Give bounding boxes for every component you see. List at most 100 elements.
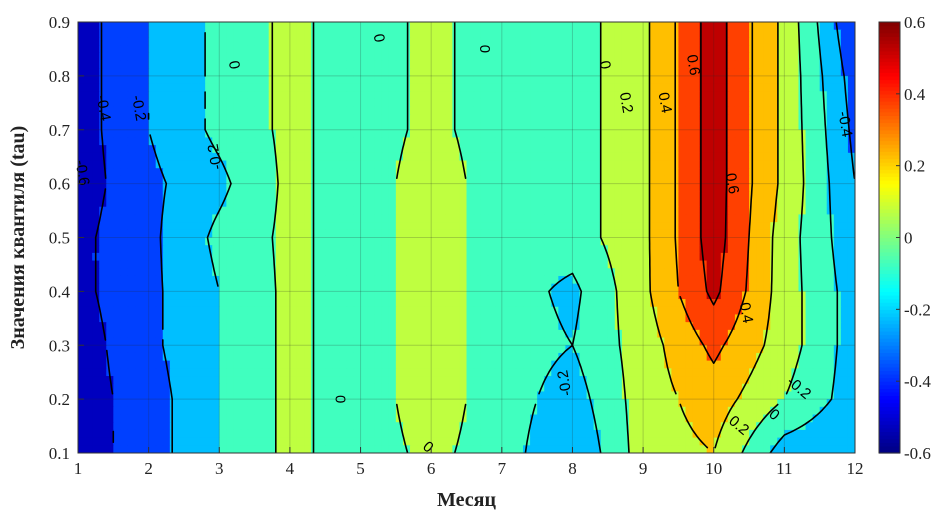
contour-cell: [92, 306, 100, 316]
contour-cell: [134, 175, 143, 185]
contour-cell: [452, 245, 461, 254]
contour-cell: [395, 337, 404, 346]
contour-cell: [692, 206, 701, 216]
contour-cell: [247, 45, 256, 54]
contour-cell: [784, 252, 793, 262]
contour-cell: [643, 37, 651, 46]
contour-cell: [558, 91, 566, 100]
contour-cell: [515, 229, 524, 239]
contour-cell: [424, 52, 432, 62]
contour-cell: [381, 114, 390, 123]
contour-cell: [275, 314, 284, 323]
contour-cell: [85, 360, 93, 369]
contour-cell: [325, 98, 333, 108]
contour-cell: [636, 314, 644, 323]
contour-cell: [367, 199, 376, 208]
contour-cell: [657, 75, 665, 85]
contour-cell: [304, 137, 312, 146]
contour-cell: [558, 329, 566, 339]
contour-cell: [551, 122, 559, 131]
contour-cell: [85, 252, 93, 262]
contour-cell: [459, 237, 468, 246]
contour-cell: [523, 252, 531, 262]
contour-cell: [183, 145, 192, 154]
contour-cell: [353, 183, 362, 192]
contour-cell: [826, 52, 835, 62]
contour-cell: [240, 214, 249, 223]
contour-cell: [699, 299, 708, 308]
contour-cell: [494, 68, 503, 77]
contour-cell: [685, 245, 694, 254]
contour-cell: [487, 29, 496, 38]
contour-cell: [452, 37, 461, 46]
contour-cell: [805, 83, 814, 92]
contour-cell: [205, 60, 213, 69]
contour-cell: [332, 68, 340, 77]
contour-cell: [720, 299, 729, 308]
contour-cell: [304, 229, 312, 239]
contour-cell: [727, 29, 736, 38]
contour-cell: [438, 252, 446, 262]
contour-cell: [134, 222, 143, 231]
contour-cell: [720, 68, 729, 77]
contour-cell: [134, 291, 143, 300]
contour-cell: [523, 98, 531, 108]
contour-cell: [593, 45, 602, 54]
contour-cell: [374, 260, 383, 269]
contour-cell: [339, 22, 348, 31]
contour-cell: [798, 29, 807, 38]
contour-cell: [770, 360, 778, 369]
contour-cell: [205, 322, 213, 331]
contour-cell: [523, 91, 531, 100]
contour-cell: [212, 29, 220, 38]
contour-cell: [459, 29, 468, 38]
contour-cell: [713, 252, 722, 262]
contour-cell: [643, 45, 651, 54]
contour-cell: [763, 114, 771, 123]
contour-cell: [508, 122, 517, 131]
contour-cell: [360, 137, 369, 146]
contour-cell: [593, 275, 602, 285]
contour-cell: [176, 368, 185, 377]
contour-cell: [99, 122, 107, 131]
contour-cell: [749, 214, 757, 223]
contour-cell: [360, 206, 369, 216]
contour-cell: [494, 337, 503, 346]
contour-cell: [614, 206, 623, 216]
contour-cell: [155, 291, 164, 300]
contour-cell: [551, 245, 559, 254]
contour-cell: [296, 114, 305, 123]
contour-cell: [466, 199, 475, 208]
contour-cell: [311, 75, 319, 85]
contour-cell: [812, 152, 821, 162]
contour-cell: [515, 145, 524, 154]
contour-cell: [360, 114, 369, 123]
contour-cell: [607, 52, 616, 62]
contour-cell: [692, 360, 701, 369]
contour-cell: [212, 229, 220, 239]
contour-cell: [607, 306, 616, 316]
contour-cell: [586, 98, 595, 108]
contour-cell: [120, 314, 129, 323]
contour-cell: [847, 199, 855, 208]
contour-cell: [586, 137, 595, 146]
contour-cell: [487, 60, 496, 69]
contour-cell: [134, 299, 143, 308]
contour-cell: [127, 75, 136, 85]
contour-cell: [487, 68, 496, 77]
contour-cell: [508, 191, 517, 200]
contour-cell: [254, 268, 263, 277]
contour-cell: [431, 114, 439, 123]
contour-cell: [452, 60, 461, 69]
contour-cell: [727, 360, 736, 369]
contour-cell: [579, 222, 588, 231]
contour-cell: [113, 52, 121, 62]
contour-cell: [664, 60, 672, 69]
contour-cell: [784, 68, 793, 77]
contour-cell: [240, 75, 249, 85]
contour-cell: [537, 152, 545, 162]
contour-cell: [770, 29, 778, 38]
contour-cell: [523, 322, 531, 331]
contour-cell: [833, 237, 842, 246]
contour-cell: [833, 229, 842, 239]
